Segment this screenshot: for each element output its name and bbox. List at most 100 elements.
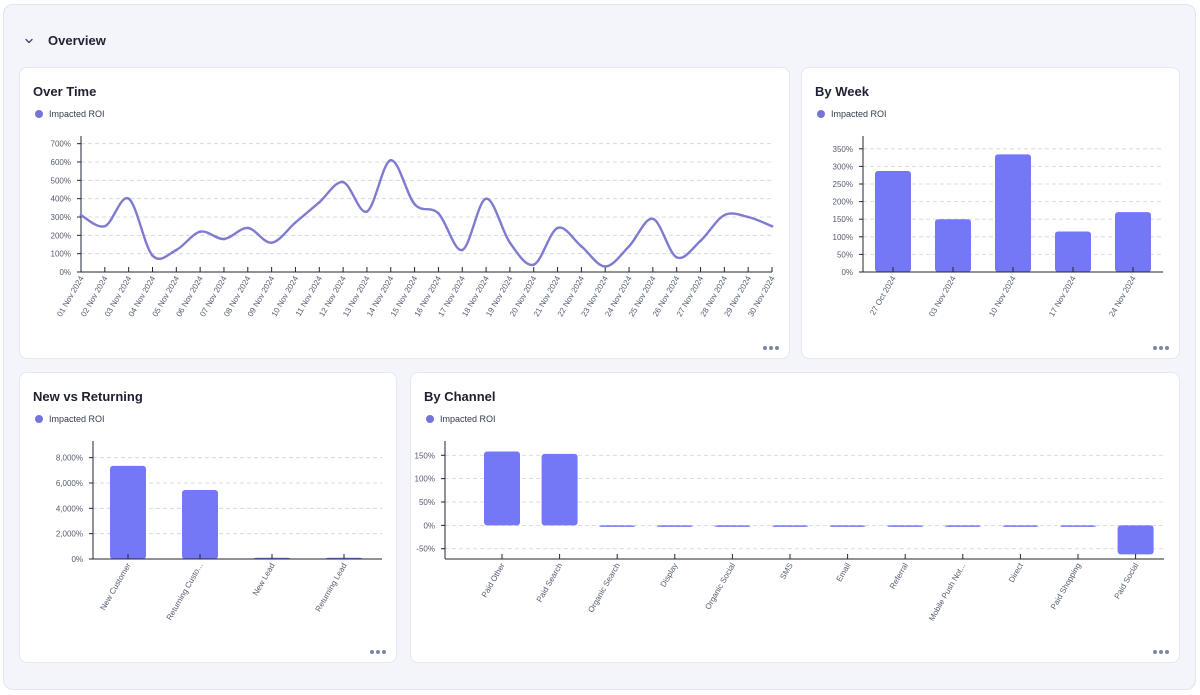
- legend[interactable]: Impacted ROI: [35, 414, 105, 424]
- data-point: [175, 248, 178, 252]
- over-time-card: Over Time Impacted ROI 0% 100% 200% 300% 400…: [19, 67, 790, 359]
- data-point: [460, 248, 464, 252]
- y-tick-label: 400%: [51, 195, 71, 204]
- y-tick-label: 700%: [51, 140, 71, 149]
- y-tick-label: 4,000%: [56, 504, 83, 513]
- bar: [935, 219, 971, 272]
- legend-dot-icon: [35, 415, 43, 423]
- y-tick-label: 250%: [833, 180, 853, 189]
- bar: [1055, 231, 1091, 272]
- data-point: [103, 224, 107, 228]
- x-tick-label: Paid Social: [1113, 561, 1141, 600]
- y-tick-label: 0%: [71, 555, 83, 564]
- chevron-down-icon[interactable]: [22, 34, 36, 48]
- x-tick-label: Email: [835, 561, 853, 583]
- data-point: [484, 197, 488, 200]
- x-tick-label: Organic Search: [586, 562, 622, 615]
- x-tick-label: SMS: [778, 562, 794, 582]
- y-tick-label: 500%: [51, 176, 71, 185]
- new-vs-returning-chart: 0% 2,000% 4,000% 6,000% 8,000% New Customer Re…: [56, 441, 382, 622]
- x-tick-label: Mobile Push Not...: [927, 562, 967, 623]
- bar: [875, 170, 911, 272]
- data-point: [723, 213, 726, 217]
- y-tick-label: 200%: [51, 231, 71, 240]
- data-point: [79, 213, 83, 217]
- x-tick-label: Returning Lead: [314, 562, 349, 614]
- data-point: [365, 210, 369, 213]
- data-point: [603, 265, 607, 268]
- x-tick-label: Referral: [888, 561, 910, 590]
- more-options-icon[interactable]: [370, 650, 386, 654]
- y-tick-label: 0%: [59, 268, 71, 277]
- legend-dot-icon: [426, 415, 434, 423]
- x-tick-label: 27 Oct 2024: [868, 274, 898, 317]
- legend[interactable]: Impacted ROI: [817, 109, 887, 119]
- y-tick-label: 350%: [833, 145, 853, 154]
- legend-label: Impacted ROI: [831, 109, 887, 119]
- data-point: [437, 212, 440, 215]
- more-options-icon[interactable]: [1153, 650, 1169, 654]
- data-point: [294, 221, 297, 224]
- bar: [1060, 525, 1096, 527]
- x-tick-label: New Customer: [98, 561, 132, 612]
- by-week-card: By Week Impacted ROI 0% 50% 100% 150% 200% 25…: [801, 67, 1180, 359]
- x-tick-label: Direct: [1007, 561, 1026, 584]
- legend-label: Impacted ROI: [49, 414, 105, 424]
- card-title: New vs Returning: [33, 389, 143, 404]
- y-tick-label: 50%: [419, 498, 435, 507]
- card-title: By Channel: [424, 389, 496, 404]
- legend[interactable]: Impacted ROI: [35, 109, 105, 119]
- y-tick-label: 2,000%: [56, 530, 83, 539]
- bar: [714, 525, 751, 527]
- bar: [1117, 525, 1154, 555]
- section-header[interactable]: Overview: [22, 33, 106, 48]
- y-tick-label: 150%: [833, 215, 853, 224]
- x-tick-label: 17 Nov 2024: [1047, 274, 1078, 318]
- data-point: [127, 197, 130, 200]
- data-point: [580, 245, 583, 248]
- legend[interactable]: Impacted ROI: [426, 414, 496, 424]
- data-point: [532, 263, 536, 266]
- more-options-icon[interactable]: [763, 346, 779, 350]
- data-point: [675, 256, 678, 259]
- data-point: [198, 230, 202, 233]
- y-tick-label: 150%: [415, 451, 435, 460]
- x-tick-label: Returning Custo...: [165, 562, 205, 622]
- y-tick-label: 100%: [51, 250, 71, 259]
- y-tick-label: 600%: [51, 158, 71, 167]
- more-options-icon[interactable]: [1153, 346, 1169, 350]
- y-tick-label: 6,000%: [56, 479, 83, 488]
- x-tick-label: Paid Shopping: [1049, 562, 1083, 612]
- series-line-impacted-roi: [79, 158, 774, 268]
- bar: [887, 525, 924, 527]
- data-point: [222, 237, 226, 241]
- bar: [772, 525, 808, 527]
- bar: [599, 525, 636, 527]
- data-point: [770, 224, 774, 228]
- data-point: [651, 217, 655, 221]
- data-point: [413, 202, 416, 206]
- y-tick-label: 50%: [837, 250, 853, 259]
- legend-label: Impacted ROI: [49, 109, 105, 119]
- data-point: [508, 241, 512, 244]
- data-point: [151, 254, 154, 257]
- over-time-chart: 0%100%200%300%400%500%600%700%01 Nov 202…: [51, 136, 777, 318]
- bar: [110, 465, 146, 559]
- y-tick-label: 200%: [833, 198, 853, 207]
- y-tick-label: 100%: [415, 475, 435, 484]
- data-point: [341, 180, 345, 184]
- x-tick-label: Display: [659, 562, 680, 589]
- bar: [1115, 212, 1151, 272]
- x-tick-label: Paid Search: [535, 562, 565, 604]
- card-title: By Week: [815, 84, 869, 99]
- by-channel-card: By Channel Impacted ROI -50% 0% 50% 100% 150…: [410, 372, 1180, 663]
- legend-dot-icon: [35, 110, 43, 118]
- bar: [541, 453, 578, 526]
- x-tick-label: Paid Other: [480, 561, 507, 599]
- data-point: [556, 226, 559, 230]
- new-vs-returning-card: New vs Returning Impacted ROI 0% 2,000% 4,…: [19, 372, 397, 663]
- by-channel-chart: -50% 0% 50% 100% 150% Paid Other Paid Search Or…: [415, 441, 1164, 623]
- y-tick-label: 8,000%: [56, 454, 83, 463]
- data-point: [270, 241, 273, 244]
- card-title: Over Time: [33, 84, 97, 99]
